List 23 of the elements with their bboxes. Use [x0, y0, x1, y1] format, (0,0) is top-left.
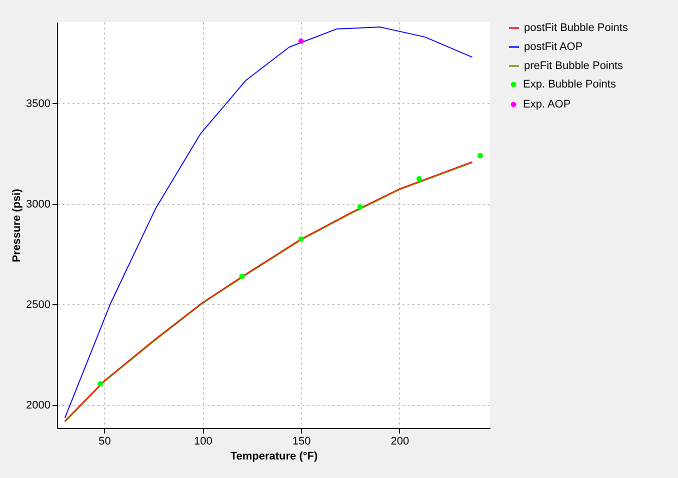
legend-label: preFit Bubble Points [524, 60, 624, 72]
y-axis-title: Pressure (psi) [11, 188, 24, 262]
legend-label: postFit Bubble Points [524, 22, 628, 34]
x-tick-label: 50 [98, 436, 111, 448]
line-series [64, 26, 473, 418]
legend-label: Exp. Bubble Points [523, 78, 616, 90]
y-tick-label: 2000 [26, 399, 50, 412]
x-tick-label: 200 [390, 436, 410, 448]
y-tick-label: 2500 [26, 298, 50, 311]
point [239, 274, 245, 279]
point [416, 176, 422, 182]
legend-label: postFit AOP [524, 41, 583, 53]
y-tick-label: 3000 [26, 198, 50, 210]
point [357, 204, 363, 210]
point [298, 38, 304, 44]
legend-label: Exp. AOP [523, 98, 571, 110]
y-tick-label: 3500 [26, 98, 50, 110]
x-tick-label: 150 [292, 436, 311, 448]
point [477, 152, 483, 158]
point [98, 381, 104, 387]
x-tick-label: 100 [194, 436, 212, 448]
point [298, 236, 304, 242]
x-axis-title: Temperature (°F) [230, 450, 318, 462]
